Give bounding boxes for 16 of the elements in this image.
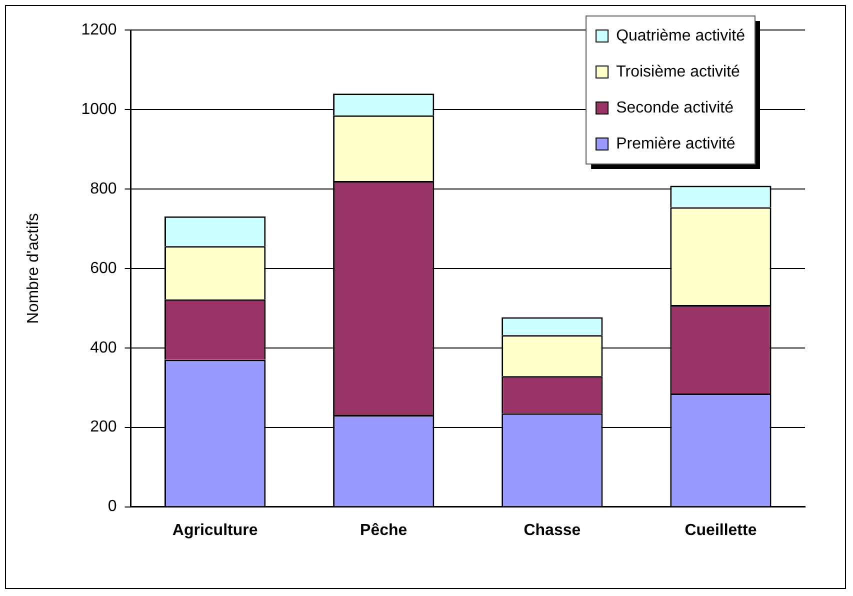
y-tick-label: 1000 [81,100,117,118]
x-tick-label: Chasse [524,522,581,539]
y-tick-label: 1200 [81,21,117,38]
legend-label: Quatrième activité [616,27,746,44]
y-tick-label: 600 [90,260,117,277]
x-tick-label: Agriculture [172,522,258,539]
x-tick-label: Pêche [360,522,408,539]
y-tick-label: 200 [90,418,117,436]
legend-label: Première activité [616,135,736,152]
x-tick-label: Cueillette [684,522,757,539]
y-tick-label: 0 [108,498,117,516]
y-axis-title: Nombre d'actifs [25,213,42,324]
legend-label: Seconde activité [616,99,734,116]
y-tick-label: 800 [90,180,117,198]
y-tick-label: 400 [90,339,117,356]
legend-label: Troisième activité [616,63,740,80]
